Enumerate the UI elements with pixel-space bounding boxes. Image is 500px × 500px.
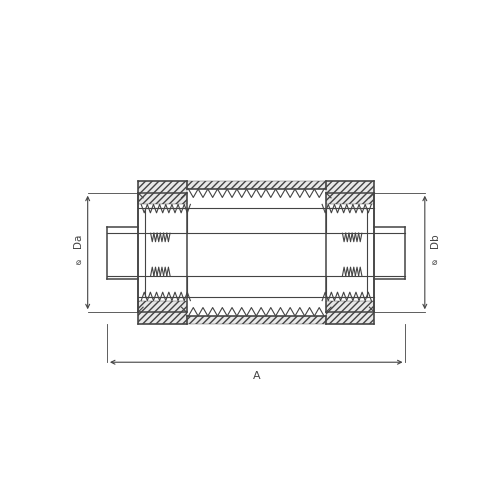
Bar [186,208,326,297]
Bar [374,228,406,280]
Bar [138,182,186,204]
Text: Db: Db [430,234,440,248]
Bar [186,316,326,324]
Text: ⌀: ⌀ [76,258,80,266]
Text: ⌀: ⌀ [432,258,437,266]
Bar [186,316,326,324]
Bar [326,208,374,297]
Bar [107,228,138,280]
Bar [186,182,326,189]
Bar [138,233,374,276]
Bar [326,300,374,324]
Bar [326,300,374,324]
Text: Da: Da [73,234,83,248]
Bar [326,182,374,204]
Bar [138,300,186,324]
Bar [186,182,326,189]
Bar [326,182,374,204]
Bar [138,300,186,324]
Bar [138,208,186,297]
Bar [138,182,186,204]
Text: A: A [252,370,260,380]
